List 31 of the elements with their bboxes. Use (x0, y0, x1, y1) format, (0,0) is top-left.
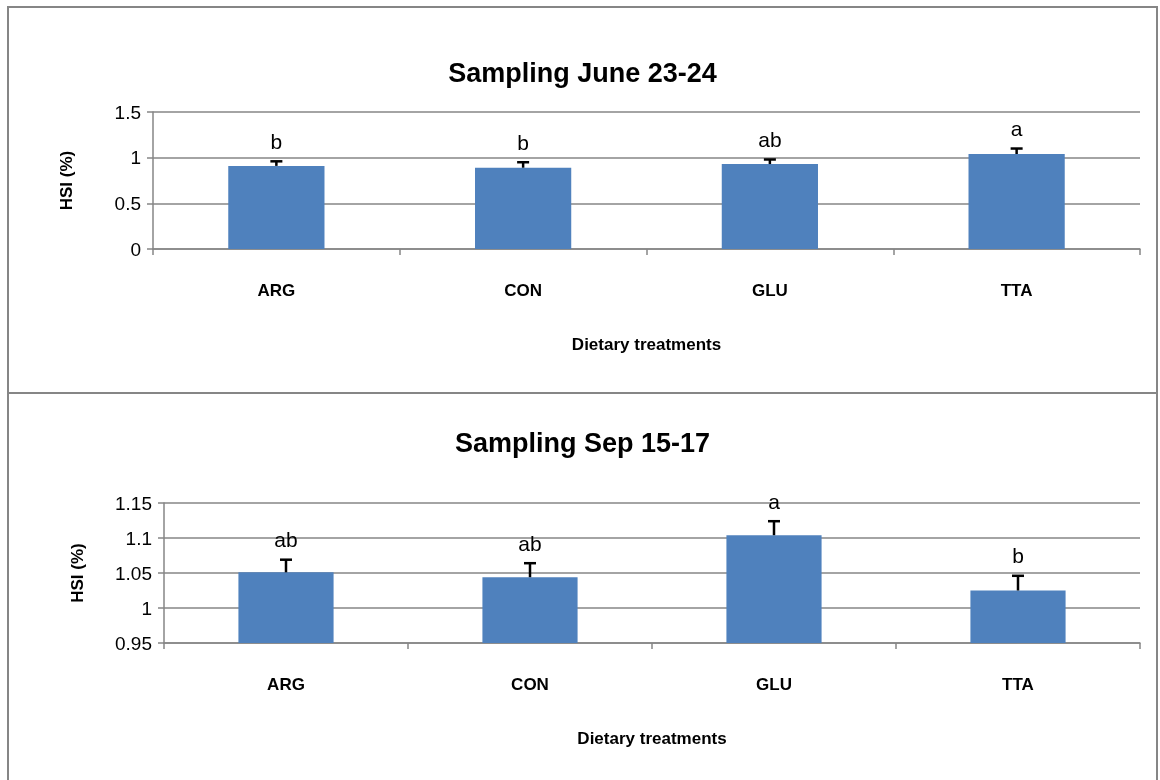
y-tick-label: 0 (130, 238, 141, 260)
y-tick-label: 1 (141, 597, 152, 619)
x-tick-label: GLU (751, 281, 788, 300)
data-label: ab (274, 528, 298, 552)
chart-title: Sampling June 23-24 (448, 57, 717, 88)
x-tick-label: ARG (257, 281, 296, 300)
y-tick-label: 1.15 (115, 492, 152, 514)
y-tick-label: 1 (130, 147, 141, 169)
y-axis-title: HSI (%) (68, 543, 87, 603)
x-tick-label: TTA (1002, 675, 1034, 694)
y-axis-title: HSI (%) (57, 150, 76, 211)
x-tick-label: ARG (267, 675, 305, 694)
x-tick-label: GLU (756, 675, 792, 694)
y-tick-label: 0.95 (115, 632, 152, 654)
x-tick-label: TTA (1000, 281, 1033, 300)
data-label: ab (758, 127, 782, 151)
y-tick-label: 1.05 (115, 562, 152, 584)
data-label: a (768, 489, 781, 513)
data-label: b (270, 129, 283, 153)
data-label: ab (518, 531, 542, 555)
y-tick-label: 1.5 (114, 101, 141, 123)
y-tick-label: 0.5 (114, 192, 141, 214)
y-tick-label: 1.1 (125, 527, 152, 549)
data-label: b (517, 130, 529, 154)
x-tick-label: CON (511, 675, 549, 694)
x-tick-label: CON (504, 281, 543, 300)
chart-title: Sampling Sep 15-17 (454, 427, 711, 458)
x-axis-title: Dietary treatments (577, 729, 727, 748)
data-label: b (1012, 544, 1024, 568)
x-axis-title: Dietary treatments (571, 335, 722, 354)
data-label: a (1010, 117, 1023, 141)
